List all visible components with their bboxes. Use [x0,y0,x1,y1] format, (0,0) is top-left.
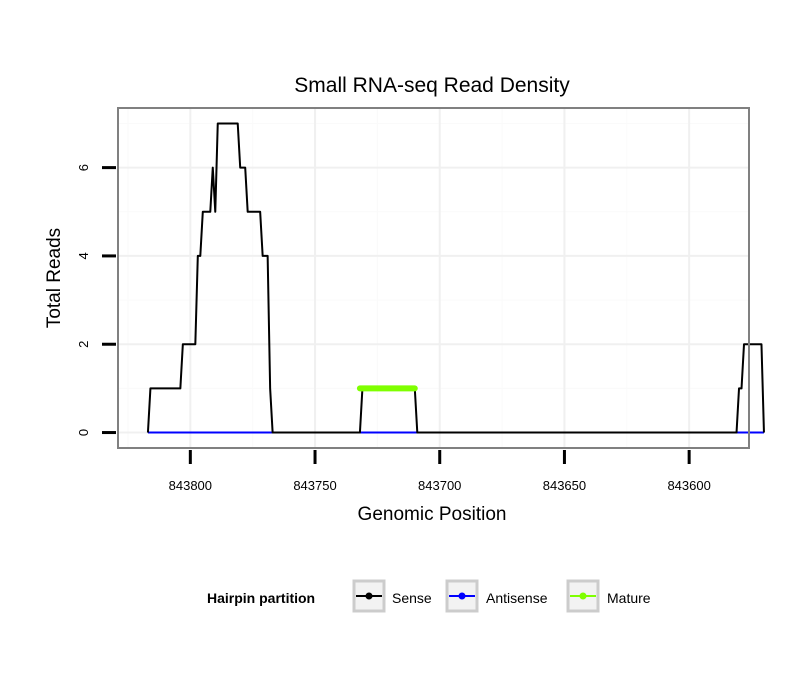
y-tick-label: 6 [76,164,91,171]
chart-title: Small RNA-seq Read Density [294,74,570,97]
series-line-sense [146,122,765,434]
legend-label-mature: Mature [607,590,651,606]
plot-border [117,107,750,449]
y-tick-label: 0 [76,429,91,436]
plot-area: 843800 843750 843700 843650 843600 0 2 4 6 [76,107,765,493]
legend-label-sense: Sense [392,590,432,606]
y-tick-label: 4 [76,252,91,259]
x-tick-label: 843650 [543,478,586,493]
x-tick-label: 843700 [418,478,461,493]
legend-key-point [579,592,587,600]
legend-key-point [458,592,466,600]
legend-key-point [365,592,373,600]
x-tick-label: 843600 [667,478,710,493]
y-axis-title: Total Reads [44,228,65,328]
y-tick-label: 2 [76,341,91,348]
legend-label-antisense: Antisense [486,590,548,606]
plot-background [118,108,749,448]
x-tick-label: 843800 [169,478,212,493]
legend: Hairpin partition Sense Antisense Mature [207,579,651,613]
x-tick-label: 843750 [293,478,336,493]
x-axis-title: Genomic Position [358,504,507,525]
legend-title: Hairpin partition [207,590,315,606]
